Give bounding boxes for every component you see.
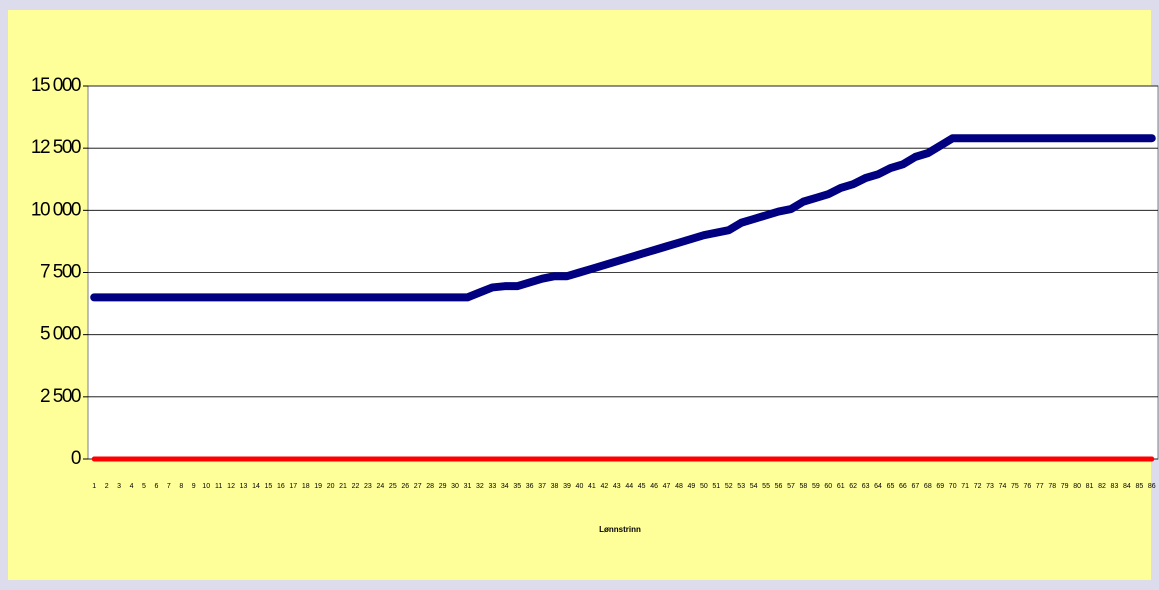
- x-tick-label: 5: [142, 483, 146, 490]
- x-tick-label: 59: [812, 483, 820, 490]
- x-tick-label: 41: [588, 483, 596, 490]
- x-tick-label: 61: [837, 483, 845, 490]
- x-tick-label: 54: [750, 483, 758, 490]
- x-tick-label: 82: [1098, 483, 1106, 490]
- x-tick-label: 4: [130, 483, 134, 490]
- x-tick-label: 21: [339, 483, 347, 490]
- x-tick-label: 6: [154, 483, 158, 490]
- x-tick-label: 77: [1036, 483, 1044, 490]
- x-tick-label: 39: [563, 483, 571, 490]
- x-tick-label: 19: [314, 483, 322, 490]
- y-tick-label: 12 500: [31, 137, 81, 158]
- x-tick-label: 64: [874, 483, 882, 490]
- x-tick-label: 81: [1086, 483, 1094, 490]
- y-tick-label: 7 500: [40, 262, 81, 283]
- x-tick-label: 14: [252, 483, 260, 490]
- x-tick-label: 30: [451, 483, 459, 490]
- x-tick-label: 56: [775, 483, 783, 490]
- x-tick-label: 10: [202, 483, 210, 490]
- x-tick-label: 2: [105, 483, 109, 490]
- x-tick-label: 42: [600, 483, 608, 490]
- x-tick-label: 65: [887, 483, 895, 490]
- x-tick-label: 86: [1148, 483, 1156, 490]
- x-tick-label: 44: [625, 483, 633, 490]
- y-tick-label: 10 000: [31, 199, 81, 220]
- x-tick-label: 12: [227, 483, 235, 490]
- x-tick-label: 48: [675, 483, 683, 490]
- x-tick-label: 49: [688, 483, 696, 490]
- x-tick-label: 72: [974, 483, 982, 490]
- x-tick-label: 23: [364, 483, 372, 490]
- x-tick-label: 63: [862, 483, 870, 490]
- series-line: [90, 134, 1156, 302]
- x-tick-label: 37: [538, 483, 546, 490]
- x-tick-label: 27: [414, 483, 422, 490]
- x-tick-label: 73: [986, 483, 994, 490]
- x-tick-label: 75: [1011, 483, 1019, 490]
- x-tick-label: 46: [650, 483, 658, 490]
- x-tick-label: 85: [1135, 483, 1143, 490]
- x-tick-label: 20: [327, 483, 335, 490]
- x-tick-label: 3: [117, 483, 121, 490]
- x-tick-label: 45: [638, 483, 646, 490]
- x-tick-label: 51: [712, 483, 720, 490]
- x-tick-label: 74: [999, 483, 1007, 490]
- x-tick-label: 78: [1048, 483, 1056, 490]
- y-tick-label: 2 500: [40, 386, 81, 407]
- x-tick-label: 36: [526, 483, 534, 490]
- x-tick-label: 50: [700, 483, 708, 490]
- y-tick-label: 0: [71, 448, 81, 469]
- x-tick-label: 69: [936, 483, 944, 490]
- x-tick-label: 35: [513, 483, 521, 490]
- x-tick-label: 57: [787, 483, 795, 490]
- x-tick-label: 34: [501, 483, 509, 490]
- x-tick-label: 24: [376, 483, 384, 490]
- x-tick-label: 43: [613, 483, 621, 490]
- x-tick-label: 66: [899, 483, 907, 490]
- x-tick-label: 22: [352, 483, 360, 490]
- x-tick-label: 53: [737, 483, 745, 490]
- x-tick-label: 29: [439, 483, 447, 490]
- x-tick-label: 9: [192, 483, 196, 490]
- x-tick-label: 62: [849, 483, 857, 490]
- x-tick-label: 16: [277, 483, 285, 490]
- x-tick-label: 52: [725, 483, 733, 490]
- x-tick-label: 40: [576, 483, 584, 490]
- x-tick-label: 58: [800, 483, 808, 490]
- x-tick-label: 31: [464, 483, 472, 490]
- x-tick-label: 13: [240, 483, 248, 490]
- x-tick-label: 11: [215, 483, 222, 490]
- x-tick-label: 55: [762, 483, 770, 490]
- y-tick-label: 15 000: [31, 75, 81, 96]
- x-tick-label: 33: [488, 483, 496, 490]
- x-tick-label: 68: [924, 483, 932, 490]
- x-tick-label: 67: [911, 483, 919, 490]
- x-tick-label: 79: [1061, 483, 1069, 490]
- x-axis-label: Lønnstrinn: [599, 525, 641, 534]
- x-tick-label: 7: [167, 483, 171, 490]
- x-tick-label: 47: [663, 483, 671, 490]
- x-tick-label: 25: [389, 483, 397, 490]
- x-tick-label: 18: [302, 483, 310, 490]
- x-tick-label: 76: [1023, 483, 1031, 490]
- x-tick-label: 84: [1123, 483, 1131, 490]
- x-tick-label: 60: [824, 483, 832, 490]
- x-tick-label: 83: [1111, 483, 1119, 490]
- x-tick-label: 80: [1073, 483, 1081, 490]
- x-tick-label: 15: [265, 483, 273, 490]
- x-tick-label: 32: [476, 483, 484, 490]
- x-tick-label: 26: [401, 483, 409, 490]
- x-tick-label: 8: [179, 483, 183, 490]
- x-tick-label: 70: [949, 483, 957, 490]
- x-tick-label: 38: [551, 483, 559, 490]
- x-tick-label: 28: [426, 483, 434, 490]
- y-tick-label: 5 000: [40, 324, 81, 345]
- x-tick-label: 71: [961, 483, 969, 490]
- x-tick-label: 1: [92, 483, 96, 490]
- x-tick-label: 17: [289, 483, 297, 490]
